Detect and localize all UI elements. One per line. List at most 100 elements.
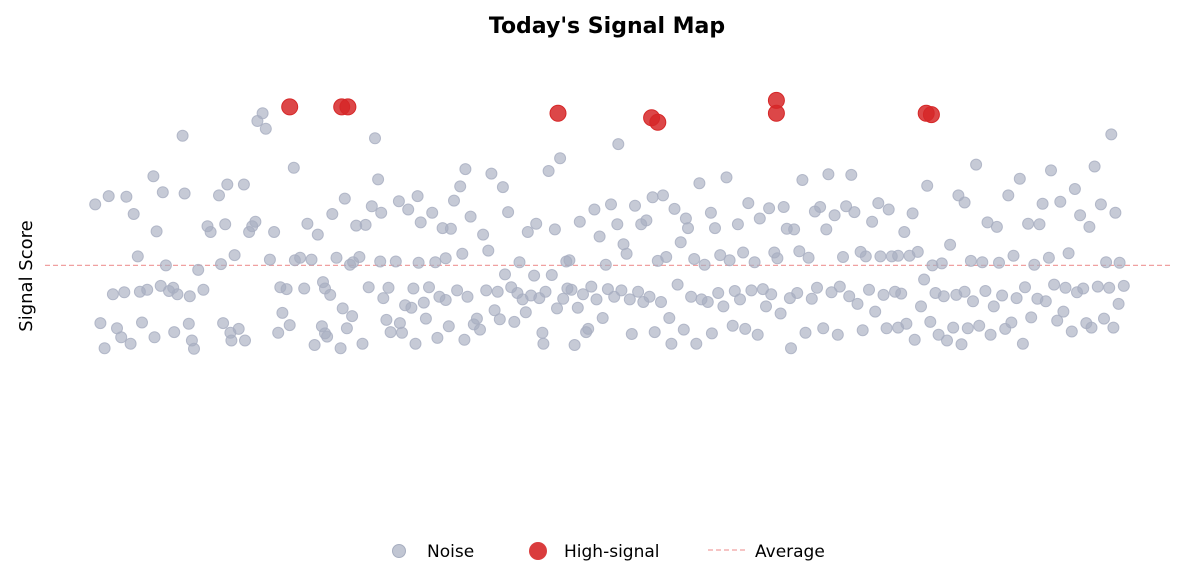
noise-point-172	[588, 203, 601, 216]
noise-point-127	[464, 210, 477, 223]
noise-point-90	[375, 206, 388, 219]
noise-point-94	[380, 313, 393, 326]
noise-point-360	[1113, 256, 1126, 269]
noise-point-187	[629, 199, 641, 212]
noise-point-261	[837, 251, 849, 263]
noise-point-122	[454, 180, 467, 193]
noise-point-310	[973, 319, 986, 332]
noise-point-208	[688, 253, 701, 265]
noise-point-361	[1117, 279, 1130, 292]
noise-point-31	[192, 263, 205, 276]
noise-point-205	[679, 212, 692, 225]
noise-point-342	[1065, 325, 1078, 338]
noise-point-193	[646, 191, 659, 204]
noise-point-229	[745, 284, 758, 297]
noise-point-105	[412, 256, 425, 269]
noise-point-24	[171, 288, 184, 301]
noise-point-120	[448, 194, 460, 207]
noise-point-48	[249, 215, 262, 228]
noise-point-246	[793, 245, 806, 258]
noise-point-132	[480, 284, 493, 297]
noise-point-303	[955, 338, 968, 351]
noise-point-320	[1002, 189, 1015, 202]
noise-point-74	[330, 251, 343, 264]
noise-point-328	[1025, 311, 1038, 324]
noise-point-171	[585, 280, 598, 293]
noise-point-149	[528, 269, 541, 282]
noise-point-329	[1028, 258, 1041, 271]
noise-point-317	[993, 256, 1005, 269]
noise-point-354	[1100, 256, 1113, 269]
noise-point-351	[1091, 280, 1104, 293]
noise-point-194	[648, 326, 661, 339]
noise-point-153	[537, 337, 550, 350]
noise-point-166	[571, 301, 584, 314]
noise-point-177	[601, 283, 614, 296]
noise-point-65	[308, 339, 321, 351]
noise-point-176	[599, 258, 612, 271]
noise-point-356	[1105, 128, 1118, 141]
noise-point-307	[964, 254, 977, 267]
legend-noise-label: Noise	[427, 542, 474, 562]
noise-point-327	[1022, 217, 1035, 230]
noise-point-77	[338, 192, 351, 205]
noise-point-286	[906, 207, 919, 220]
noise-point-230	[748, 256, 761, 269]
noise-point-298	[941, 334, 953, 347]
noise-point-2	[98, 342, 111, 355]
noise-point-202	[671, 278, 684, 291]
noise-point-235	[763, 202, 776, 215]
noise-point-185	[623, 293, 636, 306]
noise-point-88	[369, 132, 381, 145]
noise-point-119	[444, 222, 457, 235]
noise-point-339	[1057, 305, 1070, 318]
noise-point-17	[150, 225, 163, 238]
noise-point-4	[106, 288, 119, 301]
noise-point-1	[94, 317, 107, 330]
noise-point-254	[817, 322, 830, 335]
noise-point-6	[115, 331, 128, 344]
noise-point-157	[548, 223, 561, 236]
noise-point-220	[720, 171, 733, 184]
noise-point-109	[419, 312, 432, 325]
noise-point-19	[156, 186, 169, 199]
noise-point-234	[760, 300, 772, 313]
noise-point-35	[213, 189, 225, 202]
noise-point-174	[593, 230, 606, 243]
high-signal-point-3	[549, 104, 567, 122]
noise-point-275	[877, 288, 890, 301]
noise-point-199	[663, 312, 676, 324]
legend-high-signal-label: High-signal	[564, 542, 660, 562]
noise-point-84	[356, 337, 369, 350]
noise-point-221	[723, 254, 736, 267]
noise-point-256	[822, 168, 835, 181]
noise-point-42	[228, 249, 241, 262]
noise-point-3	[102, 190, 115, 203]
noise-point-359	[1112, 297, 1125, 310]
noise-point-186	[625, 328, 638, 340]
noise-point-222	[726, 319, 739, 332]
noise-point-236	[765, 288, 778, 301]
noise-point-321	[1005, 316, 1018, 329]
high-signal-point-0	[281, 98, 299, 116]
noise-point-50	[256, 107, 269, 120]
noise-point-314	[984, 328, 997, 341]
noise-point-288	[911, 245, 924, 258]
noise-point-204	[677, 323, 690, 336]
noise-point-117	[439, 294, 452, 306]
noise-point-39	[221, 178, 234, 191]
noise-point-336	[1048, 278, 1061, 291]
noise-point-80	[346, 310, 359, 323]
noise-point-260	[833, 280, 846, 293]
noise-point-152	[536, 326, 549, 339]
noise-point-273	[872, 197, 885, 210]
noise-point-334	[1042, 251, 1055, 264]
noise-point-56	[276, 306, 289, 319]
noise-point-14	[141, 283, 154, 296]
noise-point-296	[935, 257, 948, 270]
noise-point-45	[239, 334, 251, 347]
noise-point-101	[402, 203, 415, 216]
noise-point-96	[389, 255, 402, 268]
noise-point-283	[898, 226, 911, 238]
noise-point-249	[802, 251, 815, 264]
